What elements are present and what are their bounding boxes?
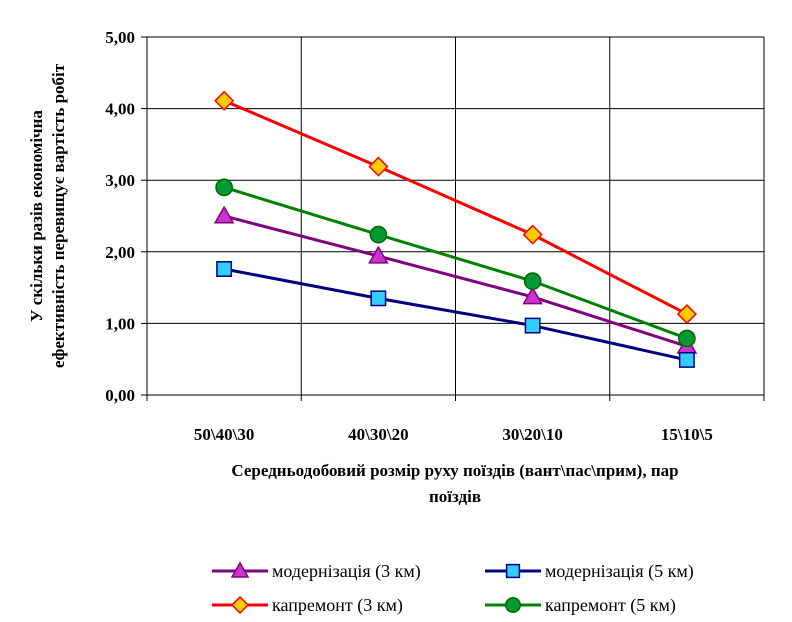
x-tick-label: 15\10\5 [661,425,713,444]
y-tick-label: 1,00 [105,314,135,333]
series-group [214,90,697,325]
data-point [216,261,233,277]
data-point [230,595,250,615]
x-axis-title-line: поїздів [429,487,481,506]
data-point [524,317,541,334]
data-point [678,329,696,348]
x-tick-label: 40\30\20 [348,425,408,444]
data-point [522,224,543,245]
legend-label: капремонт (5 км) [545,595,676,616]
y-axis-title-line: ефективність перевищує вартість робіт [49,63,68,368]
grid [141,36,765,401]
y-tick-label: 2,00 [105,243,135,262]
data-point [522,286,543,305]
data-point [523,272,542,291]
x-tick-label: 30\20\10 [502,425,562,444]
series-line [223,267,688,362]
series-group [215,178,696,348]
data-point [214,90,235,111]
data-point [213,205,235,224]
series-group [216,261,695,368]
legend-item: модернізація (5 км) [485,561,694,582]
x-tick-label: 50\40\30 [194,425,254,444]
data-point [368,156,389,177]
y-axis-title: У скільки разів економічна ефективність п… [27,63,68,368]
data-point [370,290,387,307]
data-point [678,351,695,368]
y-tick-label: 3,00 [105,171,135,190]
series-group [213,205,698,354]
y-tick-labels: 0,00 1,00 2,00 3,00 4,00 5,00 [105,28,135,405]
y-tick-label: 0,00 [105,386,135,405]
series-line [223,185,688,340]
x-tick-labels: 50\40\30 40\30\20 30\20\10 15\10\5 [194,425,713,444]
data-point [505,563,521,579]
data-point [230,561,250,578]
legend-item: модернізація (3 км) [212,561,421,582]
y-tick-label: 4,00 [105,100,135,119]
legend-item: капремонт (5 км) [485,595,676,616]
data-point [676,304,697,325]
data-point [369,225,388,244]
y-axis-title-line: У скільки разів економічна [27,110,46,322]
legend-label: модернізація (5 км) [545,561,694,582]
series-line [223,99,688,316]
data-point [368,245,389,264]
legend: модернізація (3 км) модернізація (5 км) ка… [212,561,694,616]
x-axis-title-line: Середньодобовий розмір руху поїздів (ван… [231,461,678,480]
data-point [215,178,233,197]
data-point [505,597,521,613]
series-line [223,214,688,348]
legend-label: модернізація (3 км) [272,561,421,582]
data-series [213,90,698,368]
legend-item: капремонт (3 км) [212,595,403,616]
legend-label: капремонт (3 км) [272,595,403,616]
x-axis-title: Середньодобовий розмір руху поїздів (ван… [231,461,678,506]
y-tick-label: 5,00 [105,28,135,47]
